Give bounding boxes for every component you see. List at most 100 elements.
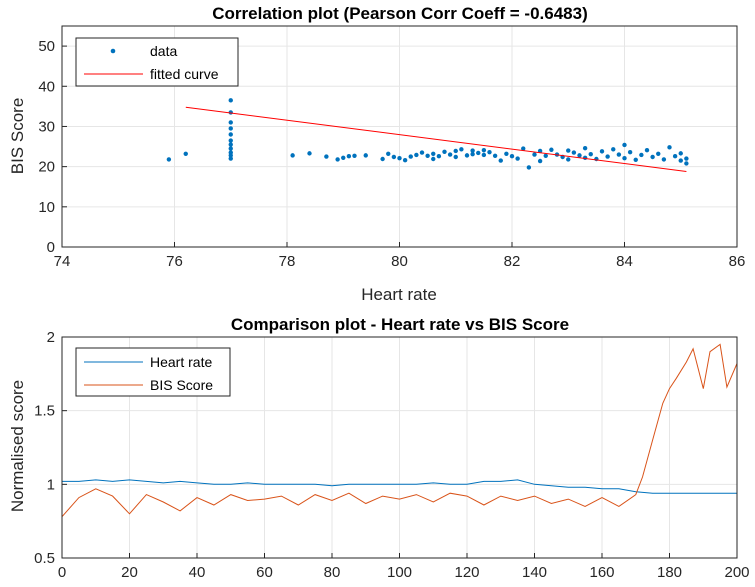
correlation-data-point xyxy=(650,154,655,160)
correlation-y-tick-label: 20 xyxy=(38,159,55,176)
comparison-y-tick-label: 0.5 xyxy=(34,550,55,567)
correlation-data-point xyxy=(588,151,593,157)
correlation-data-point xyxy=(627,149,633,155)
correlation-data-point xyxy=(436,153,442,159)
comparison-y-tick-label: 2 xyxy=(47,329,55,346)
correlation-data-point xyxy=(577,153,582,158)
correlation-data-point xyxy=(476,150,481,156)
correlation-data-point xyxy=(582,145,588,151)
correlation-data-point xyxy=(537,148,543,154)
correlation-data-point xyxy=(639,152,644,158)
correlation-data-point xyxy=(183,151,188,156)
correlation-data-point xyxy=(414,152,419,158)
correlation-x-label: Heart rate xyxy=(361,285,437,304)
correlation-data-point xyxy=(661,157,667,162)
comparison-legend: Heart rate BIS Score xyxy=(75,347,231,397)
correlation-data-point xyxy=(380,156,385,162)
comparison-x-tick-label: 80 xyxy=(324,564,341,581)
correlation-y-tick-label: 40 xyxy=(38,78,55,95)
correlation-data-point xyxy=(228,146,233,151)
correlation-data-point xyxy=(341,155,346,160)
correlation-data-point xyxy=(290,153,295,158)
correlation-data-point xyxy=(566,148,571,153)
correlation-data-point xyxy=(166,157,172,162)
correlation-data-point xyxy=(684,156,689,161)
comparison-x-tick-label: 140 xyxy=(522,564,547,581)
correlation-data-point xyxy=(346,153,352,159)
correlation-y-tick-label: 10 xyxy=(38,199,55,216)
correlation-data-point xyxy=(447,152,453,157)
correlation-data-point xyxy=(397,155,402,161)
correlation-data-point xyxy=(571,150,577,155)
correlation-data-point xyxy=(324,154,329,159)
correlation-data-point xyxy=(386,151,391,156)
comparison-series xyxy=(61,343,738,518)
correlation-data-point xyxy=(431,156,436,162)
correlation-data-point xyxy=(566,157,571,162)
comparison-y-label: Normalised score xyxy=(8,380,27,512)
correlation-y-tick-label: 30 xyxy=(38,118,55,135)
correlation-data-point xyxy=(622,142,627,148)
comparison-plot-title: Comparison plot - Heart rate vs BIS Scor… xyxy=(231,315,569,334)
correlation-data-point xyxy=(532,152,537,157)
correlation-ticks: 74 76 78 80 82 84 86 0 10 20 30 40 50 xyxy=(38,38,745,270)
correlation-x-tick-label: 86 xyxy=(729,253,746,270)
correlation-x-tick-label: 84 xyxy=(616,253,633,270)
comparison-x-tick-label: 60 xyxy=(256,564,273,581)
correlation-data-point xyxy=(672,153,678,159)
comparison-bis-score-line xyxy=(61,343,738,518)
correlation-data-point xyxy=(408,154,413,159)
correlation-data-point xyxy=(228,132,233,137)
correlation-data-point xyxy=(228,142,233,147)
comparison-x-tick-label: 40 xyxy=(189,564,206,581)
correlation-data-point xyxy=(667,145,672,150)
correlation-data-point xyxy=(391,154,397,160)
correlation-data-point xyxy=(228,126,233,131)
correlation-data-point xyxy=(526,165,532,170)
correlation-data-point xyxy=(678,158,683,163)
correlation-data-point xyxy=(487,149,492,155)
correlation-data-point xyxy=(481,147,487,153)
correlation-data-point xyxy=(307,151,312,156)
legend-data-label: data xyxy=(150,43,177,59)
comparison-x-tick-label: 0 xyxy=(58,564,66,581)
comparison-heart-rate-line xyxy=(62,479,737,494)
comparison-y-tick-label: 1.5 xyxy=(34,403,55,420)
correlation-data-point xyxy=(498,158,503,163)
correlation-data-point xyxy=(228,153,233,158)
correlation-data-point xyxy=(228,98,233,103)
comparison-y-tick-label: 1 xyxy=(47,476,55,493)
comparison-x-tick-label: 180 xyxy=(657,564,682,581)
correlation-data-point xyxy=(644,147,650,153)
comparison-x-tick-label: 120 xyxy=(454,564,479,581)
correlation-data-point xyxy=(352,153,357,158)
correlation-data-point xyxy=(549,147,554,152)
correlation-data-point xyxy=(453,148,458,154)
correlation-data-point xyxy=(402,158,408,163)
correlation-data-point xyxy=(537,158,543,164)
correlation-x-tick-label: 82 xyxy=(504,253,521,270)
correlation-y-label: BIS Score xyxy=(8,98,27,175)
correlation-data-point xyxy=(470,148,475,153)
correlation-data-point xyxy=(470,151,475,157)
correlation-fitted-curve-line xyxy=(185,106,687,172)
correlation-legend: data fitted curve xyxy=(75,37,239,87)
correlation-data-point xyxy=(425,153,430,158)
correlation-data-point xyxy=(678,151,683,156)
correlation-data-point xyxy=(605,154,610,159)
correlation-data-point xyxy=(492,153,498,158)
correlation-data-point xyxy=(228,138,233,143)
correlation-data-point xyxy=(504,151,509,156)
legend-heart-rate-label: Heart rate xyxy=(150,354,212,370)
correlation-data-point xyxy=(684,161,689,166)
correlation-data-point xyxy=(521,146,526,151)
comparison-x-tick-label: 20 xyxy=(121,564,138,581)
correlation-data-point xyxy=(228,120,233,125)
correlation-data-point xyxy=(481,152,487,158)
correlation-data-point xyxy=(419,150,425,155)
correlation-x-tick-label: 80 xyxy=(391,253,408,270)
correlation-data-point xyxy=(228,156,233,161)
legend-data-marker xyxy=(110,48,116,54)
legend-fitted-label: fitted curve xyxy=(150,66,219,82)
